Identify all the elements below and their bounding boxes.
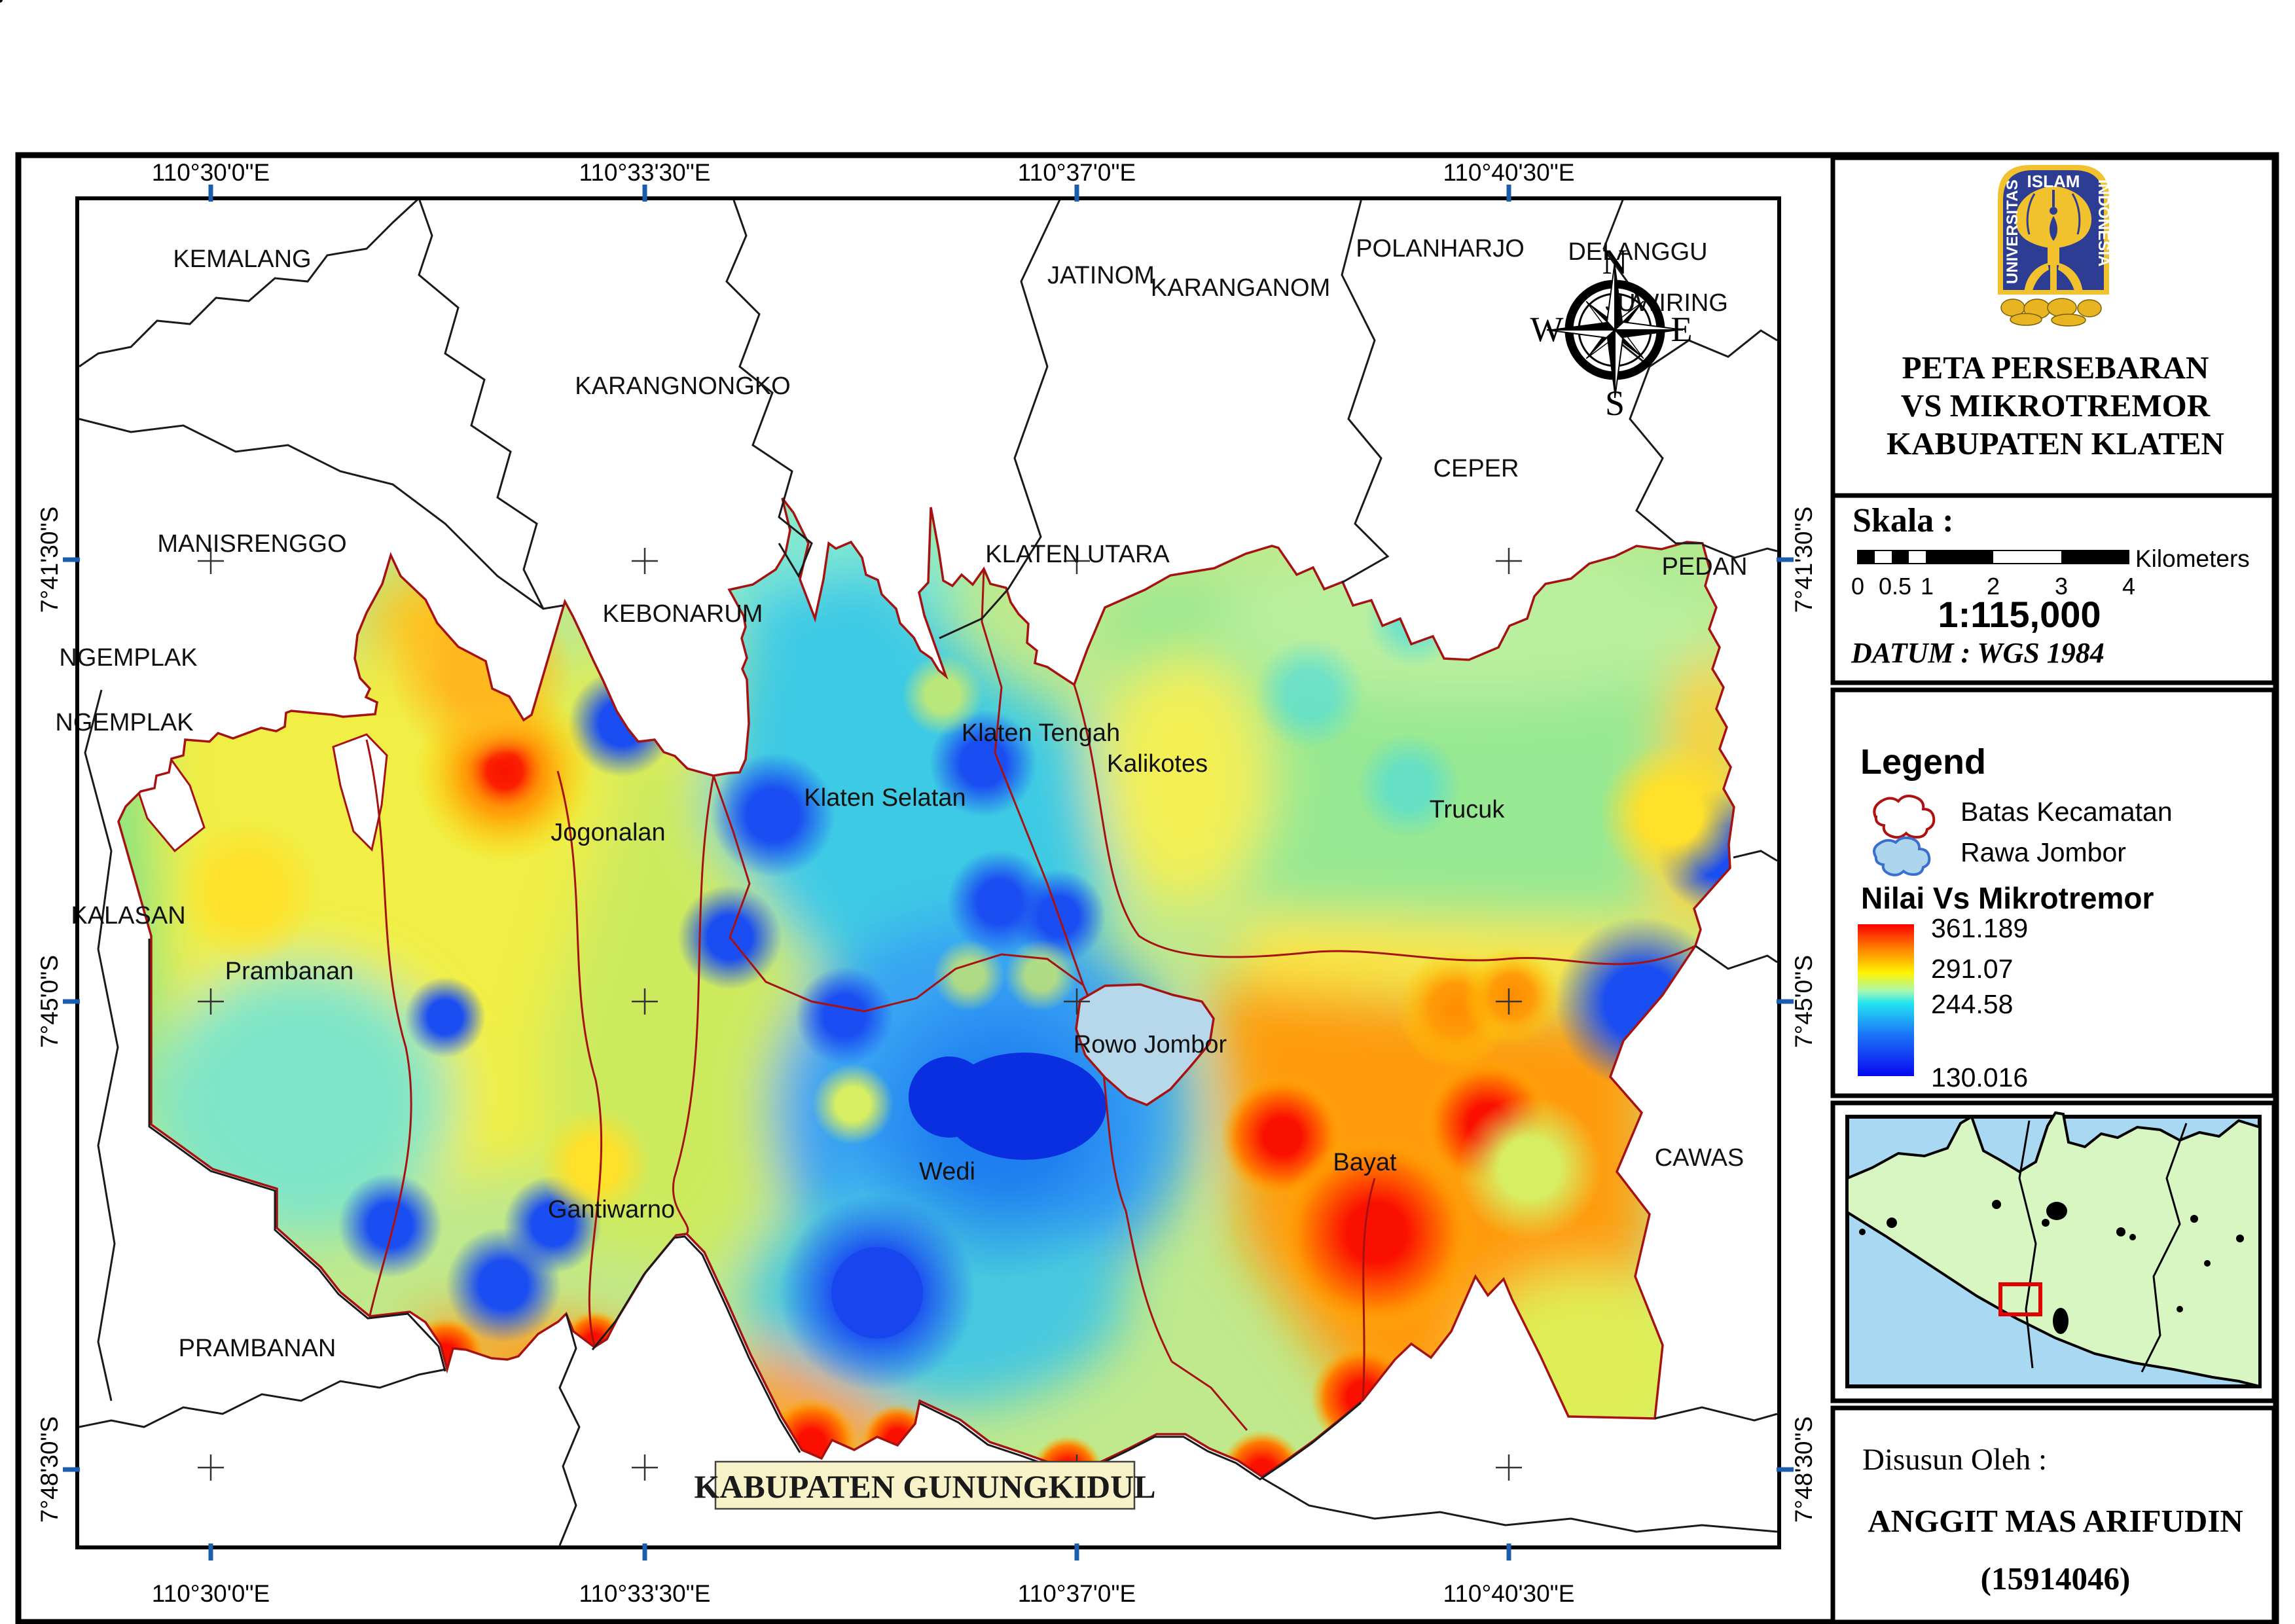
svg-text:110°37'0"E: 110°37'0"E xyxy=(1018,1580,1136,1607)
svg-text:CEPER: CEPER xyxy=(1434,455,1519,482)
svg-text:INDONESIA: INDONESIA xyxy=(2095,179,2112,266)
svg-text:DELANGGU: DELANGGU xyxy=(1568,238,1707,266)
svg-text:E: E xyxy=(1671,310,1693,349)
svg-text:Legend: Legend xyxy=(1860,742,1986,782)
svg-text:PETA PERSEBARAN: PETA PERSEBARAN xyxy=(1902,350,2209,386)
svg-text:S: S xyxy=(1605,384,1625,423)
svg-text:PEDAN: PEDAN xyxy=(1662,553,1748,581)
svg-text:Klaten Tengah: Klaten Tengah xyxy=(962,719,1120,747)
svg-text:2: 2 xyxy=(1987,573,2000,600)
svg-text:Bayat: Bayat xyxy=(1333,1149,1397,1176)
svg-text:N: N xyxy=(1602,242,1628,281)
svg-text:7°45'0"S: 7°45'0"S xyxy=(1790,955,1817,1048)
svg-text:0.5: 0.5 xyxy=(1879,573,1911,600)
svg-text:Jogonalan: Jogonalan xyxy=(551,819,665,846)
svg-text:Prambanan: Prambanan xyxy=(225,958,353,985)
svg-text:291.07: 291.07 xyxy=(1931,954,2013,984)
svg-text:KALASAN: KALASAN xyxy=(71,902,185,929)
svg-text:110°33'30"E: 110°33'30"E xyxy=(579,1580,711,1607)
svg-text:(15914046): (15914046) xyxy=(1981,1561,2131,1597)
svg-text:Kilometers: Kilometers xyxy=(2135,545,2250,572)
svg-text:110°33'30"E: 110°33'30"E xyxy=(579,159,711,186)
svg-text:KEMALANG: KEMALANG xyxy=(173,245,311,273)
svg-text:JATINOM: JATINOM xyxy=(1047,262,1155,289)
svg-text:ISLAM: ISLAM xyxy=(2027,171,2080,191)
svg-text:PRAMBANAN: PRAMBANAN xyxy=(179,1335,336,1362)
svg-text:110°30'0"E: 110°30'0"E xyxy=(152,1580,270,1607)
svg-text:DATUM : WGS 1984: DATUM : WGS 1984 xyxy=(1851,637,2105,669)
svg-text:UNIVERSITAS: UNIVERSITAS xyxy=(2004,179,2021,284)
svg-text:7°45'0"S: 7°45'0"S xyxy=(36,955,63,1048)
svg-text:4: 4 xyxy=(2122,573,2135,600)
svg-text:ANGGIT MAS ARIFUDIN: ANGGIT MAS ARIFUDIN xyxy=(1868,1503,2243,1539)
svg-text:VS MIKROTREMOR: VS MIKROTREMOR xyxy=(1901,388,2211,424)
svg-text:3: 3 xyxy=(2055,573,2068,600)
svg-text:7°41'30"S: 7°41'30"S xyxy=(1790,507,1817,613)
svg-text:Skala :: Skala : xyxy=(1852,502,1954,539)
svg-text:Wedi: Wedi xyxy=(919,1158,975,1185)
svg-text:KARANGNONGKO: KARANGNONGKO xyxy=(575,372,790,400)
svg-text:110°37'0"E: 110°37'0"E xyxy=(1018,159,1136,186)
svg-text:7°48'30"S: 7°48'30"S xyxy=(36,1416,63,1523)
svg-text:W: W xyxy=(1530,310,1564,349)
svg-text:110°40'30"E: 110°40'30"E xyxy=(1443,1580,1575,1607)
svg-text:CAWAS: CAWAS xyxy=(1655,1144,1744,1172)
svg-text:130.016: 130.016 xyxy=(1931,1062,2028,1092)
svg-text:7°48'30"S: 7°48'30"S xyxy=(1790,1416,1817,1523)
svg-text:KARANGANOM: KARANGANOM xyxy=(1151,274,1330,302)
svg-text:361.189: 361.189 xyxy=(1931,913,2028,943)
svg-text:Rowo Jombor: Rowo Jombor xyxy=(1074,1031,1227,1058)
svg-text:7°41'30"S: 7°41'30"S xyxy=(36,507,63,613)
svg-text:Nilai Vs Mikrotremor: Nilai Vs Mikrotremor xyxy=(1861,881,2154,915)
svg-text:Klaten Selatan: Klaten Selatan xyxy=(804,784,966,812)
svg-text:Gantiwarno: Gantiwarno xyxy=(548,1196,675,1223)
svg-text:Batas Kecamatan: Batas Kecamatan xyxy=(1961,797,2173,827)
svg-text:KABUPATEN KLATEN: KABUPATEN KLATEN xyxy=(1887,425,2224,461)
svg-text:0: 0 xyxy=(1851,573,1864,600)
svg-text:Kalikotes: Kalikotes xyxy=(1107,750,1208,778)
svg-text:KEBONARUM: KEBONARUM xyxy=(603,600,763,628)
svg-text:1: 1 xyxy=(1921,573,1934,600)
svg-text:Trucuk: Trucuk xyxy=(1430,796,1506,823)
svg-text:Disusun Oleh :: Disusun Oleh : xyxy=(1862,1443,2047,1477)
svg-text:1:115,000: 1:115,000 xyxy=(1938,594,2101,635)
svg-text:POLANHARJO: POLANHARJO xyxy=(1356,235,1525,262)
svg-text:110°40'30"E: 110°40'30"E xyxy=(1443,159,1575,186)
svg-text:KLATEN UTARA: KLATEN UTARA xyxy=(985,541,1170,568)
svg-text:MANISRENGGO: MANISRENGGO xyxy=(157,530,346,558)
svg-text:110°30'0"E: 110°30'0"E xyxy=(152,159,270,186)
svg-text:JUWIRING: JUWIRING xyxy=(1605,289,1728,317)
svg-text:KABUPATEN GUNUNGKIDUL: KABUPATEN GUNUNGKIDUL xyxy=(694,1468,1155,1505)
svg-text:Rawa Jombor: Rawa Jombor xyxy=(1961,837,2126,867)
svg-text:244.58: 244.58 xyxy=(1931,989,2013,1019)
svg-text:NGEMPLAK: NGEMPLAK xyxy=(59,644,197,672)
